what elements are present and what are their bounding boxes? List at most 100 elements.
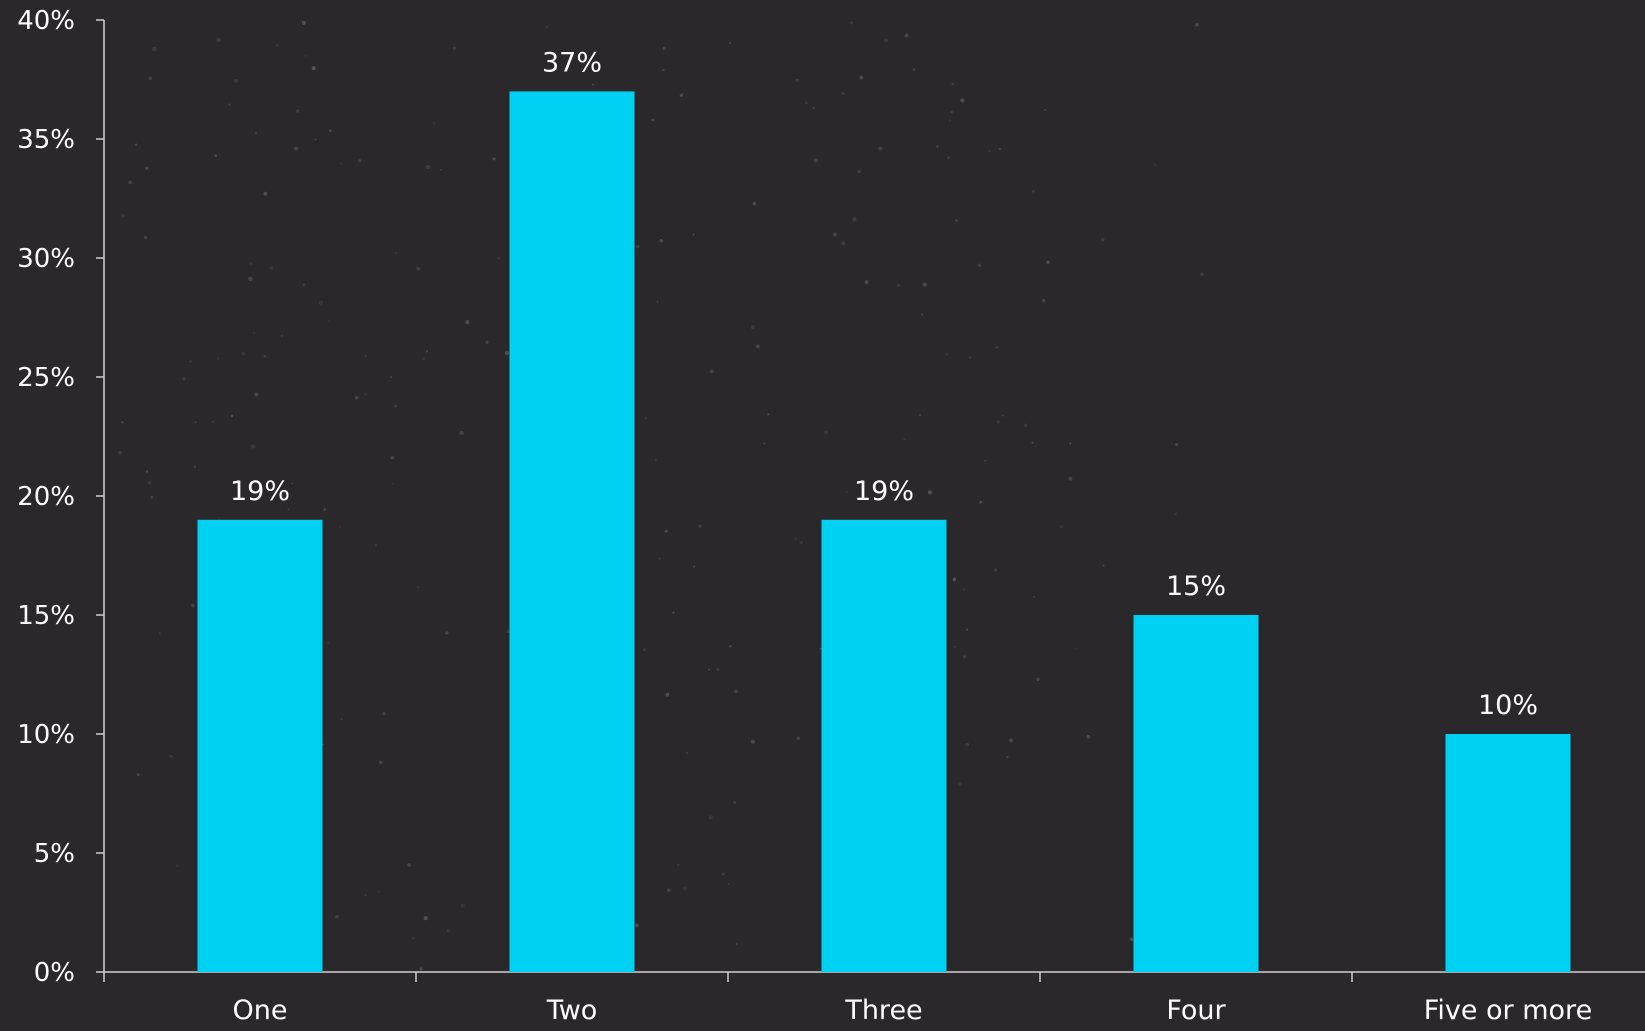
background-dot [287, 508, 290, 511]
background-dot [998, 147, 1001, 150]
background-dot [709, 369, 714, 374]
background-dot [665, 692, 670, 697]
background-dot [852, 217, 857, 222]
background-dot [281, 495, 285, 498]
background-dot [1174, 512, 1177, 516]
background-dot [304, 54, 307, 57]
background-dot [328, 129, 332, 133]
background-dot [966, 628, 969, 631]
background-dot [389, 375, 393, 379]
background-dot [407, 863, 411, 867]
background-dot [883, 38, 889, 43]
background-dot [878, 146, 883, 151]
background-dot [128, 180, 133, 185]
background-dot [301, 20, 306, 25]
background-dot [416, 266, 421, 271]
background-dot [390, 456, 394, 460]
background-dot [1086, 734, 1091, 739]
background-dot [796, 736, 801, 741]
background-dot [364, 894, 367, 896]
bars-group [197, 91, 1571, 972]
background-dot [752, 202, 757, 206]
background-dot [750, 739, 756, 744]
background-dot [145, 470, 149, 473]
background-dot [1009, 738, 1013, 743]
background-dot [280, 334, 283, 337]
bar-three [821, 519, 947, 972]
background-dot [459, 430, 464, 435]
background-dot [254, 392, 259, 397]
background-dot [1102, 564, 1105, 567]
background-dot [121, 421, 124, 424]
y-tick-label: 5% [34, 839, 75, 869]
background-dot [664, 529, 668, 533]
background-dot [692, 233, 695, 236]
background-dot [216, 37, 221, 43]
background-dot [152, 46, 157, 52]
background-dot [253, 331, 256, 334]
background-dot [378, 760, 383, 765]
background-dot [241, 351, 246, 356]
background-dot [1006, 755, 1009, 759]
background-dot [358, 159, 362, 163]
background-dot [708, 815, 713, 820]
background-dot [965, 742, 969, 747]
background-dot [832, 232, 838, 237]
y-tick-label: 15% [17, 601, 75, 631]
background-dot [662, 68, 665, 72]
background-dot [190, 603, 195, 608]
background-dot [591, 83, 594, 86]
background-dot [1046, 260, 1050, 264]
background-dot [728, 41, 732, 45]
background-dot [1059, 525, 1063, 529]
background-dot [794, 537, 797, 540]
background-dot [311, 65, 316, 71]
background-dot [145, 166, 149, 171]
background-dot [1195, 23, 1199, 27]
background-dot [218, 517, 221, 520]
background-dot [819, 647, 822, 650]
background-dot [681, 92, 684, 95]
background-dot [995, 346, 999, 349]
background-dot [735, 943, 738, 945]
background-dot [1129, 937, 1134, 942]
background-dot [302, 283, 306, 287]
background-dot [497, 256, 501, 260]
background-dot [963, 588, 966, 591]
background-dot [452, 46, 457, 50]
background-dot [545, 25, 549, 28]
background-dot [504, 350, 510, 356]
background-dot [194, 465, 197, 468]
background-dot [354, 396, 359, 400]
background-dot [958, 782, 962, 786]
background-dot [750, 324, 755, 329]
background-dot [636, 244, 640, 249]
background-dot [182, 377, 186, 381]
background-dot [422, 357, 425, 360]
background-dot [214, 154, 218, 158]
background-dot [952, 577, 957, 582]
background-dot [949, 119, 951, 122]
background-dot [651, 118, 655, 122]
background-dot [338, 525, 342, 528]
x-category-label: Five or more [1424, 995, 1592, 1026]
background-dot [263, 191, 268, 196]
background-dot [682, 886, 687, 891]
background-dot [659, 239, 663, 243]
background-dot [391, 482, 394, 485]
background-dot [1069, 442, 1072, 445]
background-dot [394, 251, 397, 254]
bar-value-label: 15% [1166, 571, 1226, 602]
background-dot [1032, 189, 1035, 193]
background-dot [857, 170, 861, 174]
background-dot [912, 68, 916, 72]
background-dot [417, 586, 419, 589]
bar-four [1133, 615, 1259, 972]
background-dot [841, 92, 845, 95]
background-dot [988, 150, 991, 153]
background-dot [419, 967, 423, 971]
bar-value-label: 19% [854, 476, 914, 507]
background-dot [217, 357, 220, 360]
background-dot [327, 641, 330, 644]
